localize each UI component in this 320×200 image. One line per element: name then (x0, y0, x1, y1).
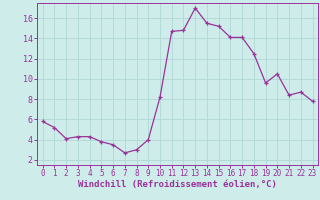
X-axis label: Windchill (Refroidissement éolien,°C): Windchill (Refroidissement éolien,°C) (78, 180, 277, 189)
